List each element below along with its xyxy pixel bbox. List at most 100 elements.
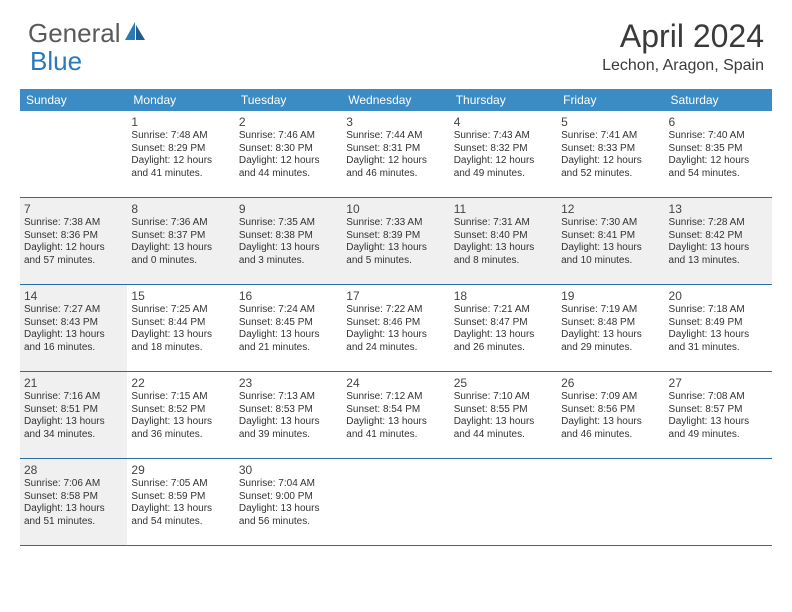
sunrise-text: Sunrise: 7:04 AM: [239, 478, 338, 491]
sunrise-text: Sunrise: 7:05 AM: [131, 478, 230, 491]
day-number: 3: [346, 113, 445, 130]
day-cell: 6Sunrise: 7:40 AMSunset: 8:35 PMDaylight…: [665, 111, 772, 197]
sunset-text: Sunset: 8:38 PM: [239, 230, 338, 243]
day-cell: 10Sunrise: 7:33 AMSunset: 8:39 PMDayligh…: [342, 198, 449, 284]
day-cell: 24Sunrise: 7:12 AMSunset: 8:54 PMDayligh…: [342, 372, 449, 458]
day-cell: [342, 459, 449, 545]
daylight-text: Daylight: 13 hours and 8 minutes.: [454, 242, 553, 267]
sunrise-text: Sunrise: 7:31 AM: [454, 217, 553, 230]
daylight-text: Daylight: 13 hours and 56 minutes.: [239, 503, 338, 528]
daylight-text: Daylight: 12 hours and 54 minutes.: [669, 155, 768, 180]
daylight-text: Daylight: 12 hours and 52 minutes.: [561, 155, 660, 180]
day-number: 2: [239, 113, 338, 130]
day-cell: 14Sunrise: 7:27 AMSunset: 8:43 PMDayligh…: [20, 285, 127, 371]
week-row: 28Sunrise: 7:06 AMSunset: 8:58 PMDayligh…: [20, 459, 772, 546]
sunset-text: Sunset: 8:45 PM: [239, 317, 338, 330]
sunrise-text: Sunrise: 7:25 AM: [131, 304, 230, 317]
sunrise-text: Sunrise: 7:30 AM: [561, 217, 660, 230]
sunset-text: Sunset: 8:44 PM: [131, 317, 230, 330]
sunset-text: Sunset: 8:56 PM: [561, 404, 660, 417]
sunrise-text: Sunrise: 7:41 AM: [561, 130, 660, 143]
daylight-text: Daylight: 13 hours and 13 minutes.: [669, 242, 768, 267]
day-number: 26: [561, 374, 660, 391]
sunrise-text: Sunrise: 7:24 AM: [239, 304, 338, 317]
daylight-text: Daylight: 13 hours and 26 minutes.: [454, 329, 553, 354]
daylight-text: Daylight: 13 hours and 3 minutes.: [239, 242, 338, 267]
sunset-text: Sunset: 8:39 PM: [346, 230, 445, 243]
day-number: 23: [239, 374, 338, 391]
day-cell: 16Sunrise: 7:24 AMSunset: 8:45 PMDayligh…: [235, 285, 342, 371]
day-number: 25: [454, 374, 553, 391]
sunset-text: Sunset: 8:43 PM: [24, 317, 123, 330]
day-cell: 13Sunrise: 7:28 AMSunset: 8:42 PMDayligh…: [665, 198, 772, 284]
day-cell: 27Sunrise: 7:08 AMSunset: 8:57 PMDayligh…: [665, 372, 772, 458]
sunrise-text: Sunrise: 7:33 AM: [346, 217, 445, 230]
day-number: 7: [24, 200, 123, 217]
daylight-text: Daylight: 13 hours and 54 minutes.: [131, 503, 230, 528]
day-number: 21: [24, 374, 123, 391]
sunrise-text: Sunrise: 7:38 AM: [24, 217, 123, 230]
dayheader-wed: Wednesday: [342, 89, 449, 111]
day-number: 22: [131, 374, 230, 391]
day-cell: 30Sunrise: 7:04 AMSunset: 9:00 PMDayligh…: [235, 459, 342, 545]
day-number: 10: [346, 200, 445, 217]
day-cell: 25Sunrise: 7:10 AMSunset: 8:55 PMDayligh…: [450, 372, 557, 458]
day-number: 8: [131, 200, 230, 217]
title-block: April 2024 Lechon, Aragon, Spain: [602, 18, 764, 75]
daylight-text: Daylight: 13 hours and 16 minutes.: [24, 329, 123, 354]
sunrise-text: Sunrise: 7:21 AM: [454, 304, 553, 317]
brand-text-2: Blue: [30, 46, 82, 76]
day-number: 4: [454, 113, 553, 130]
sunrise-text: Sunrise: 7:15 AM: [131, 391, 230, 404]
sunset-text: Sunset: 8:48 PM: [561, 317, 660, 330]
brand-text-1: General: [28, 18, 121, 49]
day-number: [561, 461, 660, 464]
day-number: 27: [669, 374, 768, 391]
daylight-text: Daylight: 13 hours and 10 minutes.: [561, 242, 660, 267]
daylight-text: Daylight: 13 hours and 0 minutes.: [131, 242, 230, 267]
day-number: [24, 113, 123, 116]
sunrise-text: Sunrise: 7:19 AM: [561, 304, 660, 317]
sunrise-text: Sunrise: 7:28 AM: [669, 217, 768, 230]
daylight-text: Daylight: 13 hours and 18 minutes.: [131, 329, 230, 354]
daylight-text: Daylight: 12 hours and 46 minutes.: [346, 155, 445, 180]
daylight-text: Daylight: 12 hours and 49 minutes.: [454, 155, 553, 180]
day-cell: 15Sunrise: 7:25 AMSunset: 8:44 PMDayligh…: [127, 285, 234, 371]
sunset-text: Sunset: 8:47 PM: [454, 317, 553, 330]
day-cell: 21Sunrise: 7:16 AMSunset: 8:51 PMDayligh…: [20, 372, 127, 458]
day-number: 16: [239, 287, 338, 304]
page-header: General April 2024 Lechon, Aragon, Spain: [0, 0, 792, 83]
sunset-text: Sunset: 8:52 PM: [131, 404, 230, 417]
daylight-text: Daylight: 12 hours and 44 minutes.: [239, 155, 338, 180]
sunset-text: Sunset: 8:31 PM: [346, 143, 445, 156]
daylight-text: Daylight: 13 hours and 31 minutes.: [669, 329, 768, 354]
daylight-text: Daylight: 13 hours and 44 minutes.: [454, 416, 553, 441]
month-title: April 2024: [602, 18, 764, 55]
day-cell: 2Sunrise: 7:46 AMSunset: 8:30 PMDaylight…: [235, 111, 342, 197]
sunset-text: Sunset: 8:55 PM: [454, 404, 553, 417]
sunset-text: Sunset: 8:53 PM: [239, 404, 338, 417]
day-number: 6: [669, 113, 768, 130]
day-number: 13: [669, 200, 768, 217]
sunrise-text: Sunrise: 7:27 AM: [24, 304, 123, 317]
daylight-text: Daylight: 13 hours and 24 minutes.: [346, 329, 445, 354]
sunrise-text: Sunrise: 7:12 AM: [346, 391, 445, 404]
day-number: 29: [131, 461, 230, 478]
sunrise-text: Sunrise: 7:35 AM: [239, 217, 338, 230]
sunrise-text: Sunrise: 7:13 AM: [239, 391, 338, 404]
daylight-text: Daylight: 13 hours and 49 minutes.: [669, 416, 768, 441]
sunset-text: Sunset: 8:36 PM: [24, 230, 123, 243]
day-cell: 18Sunrise: 7:21 AMSunset: 8:47 PMDayligh…: [450, 285, 557, 371]
sunrise-text: Sunrise: 7:22 AM: [346, 304, 445, 317]
day-number: 1: [131, 113, 230, 130]
day-cell: 29Sunrise: 7:05 AMSunset: 8:59 PMDayligh…: [127, 459, 234, 545]
day-header-row: Sunday Monday Tuesday Wednesday Thursday…: [20, 89, 772, 111]
sunset-text: Sunset: 8:54 PM: [346, 404, 445, 417]
day-number: 28: [24, 461, 123, 478]
sunset-text: Sunset: 8:41 PM: [561, 230, 660, 243]
dayheader-thu: Thursday: [450, 89, 557, 111]
sunset-text: Sunset: 8:29 PM: [131, 143, 230, 156]
day-cell: 23Sunrise: 7:13 AMSunset: 8:53 PMDayligh…: [235, 372, 342, 458]
week-row: 14Sunrise: 7:27 AMSunset: 8:43 PMDayligh…: [20, 285, 772, 372]
sunrise-text: Sunrise: 7:48 AM: [131, 130, 230, 143]
